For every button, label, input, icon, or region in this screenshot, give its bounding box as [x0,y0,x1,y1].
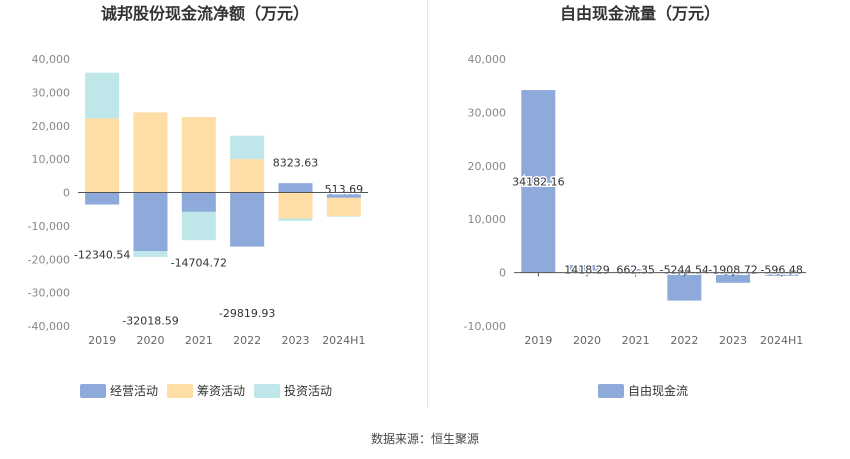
y-tick-label: 40,000 [32,53,71,66]
bar-financing [181,117,216,193]
data-label: 8323.63 [273,157,319,170]
x-tick-label: 2022 [233,334,261,347]
y-tick-label: 20,000 [32,120,71,133]
data-label: 662.35 [616,264,655,277]
bar-financing [230,159,265,193]
x-tick-label: 2019 [88,334,116,347]
legend-label: 筹资活动 [197,384,245,398]
y-tick-label: -40,000 [28,320,70,333]
bar-free-cash-flow [667,272,702,301]
bar-operating [133,192,168,252]
bar-investing [230,135,265,160]
bar-investing [133,251,168,257]
source-note: 数据来源：恒生聚源 [371,431,479,446]
data-label: 513.69 [325,183,364,196]
bar-free-cash-flow [570,265,604,273]
chart-title: 自由现金流量（万元） [560,4,720,23]
x-tick-label: 2021 [185,334,213,347]
data-label: -12340.54 [74,249,130,262]
x-tick-label: 2023 [282,334,310,347]
bar-financing [326,197,361,217]
data-label: -596.48 [760,264,802,277]
bar-operating [230,192,265,247]
legend-swatch [167,384,193,398]
bar-operating [278,183,313,193]
y-tick-label: 10,000 [32,153,71,166]
data-label: -1908.72 [708,264,757,277]
data-label: -32018.59 [122,314,178,327]
y-tick-label: 30,000 [468,106,507,119]
bar-financing [278,192,313,219]
y-tick-label: -10,000 [464,320,506,333]
y-tick-label: 0 [499,267,506,280]
y-tick-label: 20,000 [468,160,507,173]
x-tick-label: 2024H1 [322,334,365,347]
y-tick-label: 30,000 [32,86,71,99]
data-label: -5244.54 [660,264,709,277]
bar-free-cash-flow [716,272,750,283]
bar-financing [85,118,120,193]
data-label: 34182.16 [512,175,565,188]
data-label: -29819.93 [219,307,275,320]
bar-free-cash-flow [521,90,556,273]
x-tick-label: 2019 [524,334,552,347]
y-tick-label: -30,000 [28,287,70,300]
legend-swatch [254,384,280,398]
legend-swatch [598,384,624,398]
bar-investing [85,72,120,119]
x-tick-label: 2022 [670,334,698,347]
x-tick-label: 2020 [137,334,165,347]
y-tick-label: 40,000 [468,53,507,66]
bar-operating [181,192,216,212]
legend-label: 投资活动 [284,383,332,398]
y-tick-label: -20,000 [28,253,70,266]
bar-free-cash-flow [618,269,653,273]
panel-divider [427,0,428,408]
bar-investing [181,211,216,241]
data-label: -14704.72 [171,257,227,270]
y-tick-label: 0 [63,187,70,200]
legend-swatch [80,384,106,398]
y-tick-label: 10,000 [468,213,507,226]
bar-operating [85,192,120,205]
bar-financing [133,112,168,193]
x-tick-label: 2023 [719,334,747,347]
chart-title: 诚邦股份现金流净额（万元） [101,4,309,23]
data-label: 1418.29 [564,264,610,277]
bar-operating [326,192,361,198]
x-tick-label: 2024H1 [760,334,803,347]
y-tick-label: -10,000 [28,220,70,233]
legend-label: 自由现金流 [628,383,688,398]
bar-investing [326,216,361,217]
x-tick-label: 2020 [573,334,601,347]
x-tick-label: 2021 [622,334,650,347]
legend-label: 经营活动 [110,384,158,398]
bar-investing [278,218,313,221]
